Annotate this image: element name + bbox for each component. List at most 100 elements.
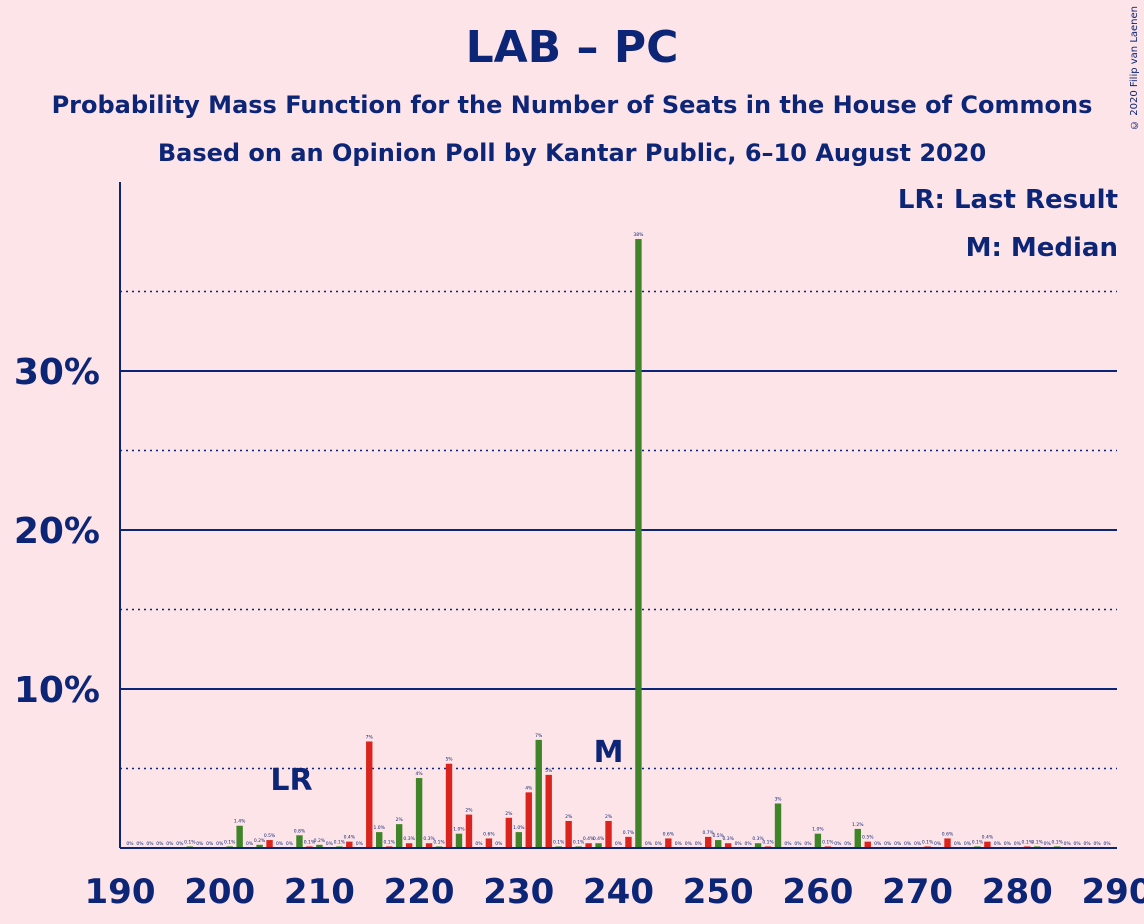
bar [256, 844, 263, 848]
x-tick-label: 270 [882, 872, 953, 912]
bar-value-label: 4% [416, 771, 424, 777]
x-tick-label: 210 [284, 872, 355, 912]
bar-value-label: 0% [844, 841, 852, 847]
bar [505, 817, 513, 848]
bar [425, 843, 433, 848]
bar [984, 841, 991, 848]
bar-value-label: 0% [206, 841, 214, 847]
bar [376, 832, 383, 848]
bar-value-label: 0.1% [184, 839, 196, 845]
bar-value-label: 1.2% [852, 822, 864, 828]
bar-value-label: 0% [1074, 841, 1082, 847]
bar-value-label: 0% [495, 841, 503, 847]
bar-value-label: 0% [156, 841, 164, 847]
bar [366, 741, 373, 848]
bar-value-label: 0% [1044, 841, 1052, 847]
y-tick-label: 30% [14, 352, 100, 393]
bar-value-label: 0% [675, 841, 683, 847]
x-tick-label: 290 [1082, 872, 1144, 912]
bar-value-label: 0% [196, 841, 204, 847]
bar-value-label: 0.3% [403, 836, 415, 842]
bar-value-label: 0% [954, 841, 962, 847]
bar-value-label: 0% [136, 841, 144, 847]
bar-value-label: 0% [1064, 841, 1072, 847]
bar [585, 843, 592, 848]
bar-value-label: 0% [276, 841, 284, 847]
bar-value-label: 0% [176, 841, 184, 847]
bar-value-label: 0% [1014, 841, 1022, 847]
bar [625, 836, 632, 848]
x-tick-label: 190 [85, 872, 156, 912]
bar-value-label: 0.1% [334, 839, 346, 845]
bar [545, 774, 552, 848]
bar-value-label: 0.1% [553, 839, 565, 845]
bar-value-label: 0% [735, 841, 743, 847]
bar-value-label: 0.1% [922, 839, 934, 845]
bar-value-label: 2% [565, 814, 573, 820]
bar [724, 843, 732, 848]
bar [715, 840, 722, 848]
bar [754, 843, 762, 848]
bar-value-label: 0% [964, 841, 972, 847]
bar [346, 841, 353, 848]
bar-value-label: 2% [396, 817, 404, 823]
bar-value-label: 0% [834, 841, 842, 847]
bar-value-label: 7% [366, 734, 374, 740]
bar-value-label: 0% [246, 841, 254, 847]
bar [814, 833, 822, 848]
bar [595, 843, 602, 848]
bar-value-label: 1.0% [812, 827, 824, 833]
bar-value-label: 0% [216, 841, 224, 847]
bar-value-label: 0% [126, 841, 134, 847]
bar [535, 739, 542, 848]
bar-value-label: 0% [884, 841, 892, 847]
bar [635, 239, 642, 848]
bar-value-label: 0% [615, 841, 623, 847]
bar-value-label: 0% [166, 841, 174, 847]
bar [485, 838, 493, 848]
bar-value-label: 0% [874, 841, 882, 847]
bar-value-label: 0.1% [1022, 839, 1034, 845]
bar-value-label: 1.4% [234, 819, 246, 825]
bar-value-label: 2% [505, 811, 513, 817]
bar-value-label: 0% [904, 841, 912, 847]
bar-value-label: 0.6% [663, 831, 675, 837]
bar-value-label: 0.2% [254, 838, 266, 844]
bar-value-label: 4% [525, 785, 533, 791]
bar-value-label: 0% [326, 841, 334, 847]
chart-subtitle: Probability Mass Function for the Number… [51, 91, 1093, 119]
bar-value-label: 0% [146, 841, 154, 847]
bar [944, 838, 951, 848]
bar [296, 835, 303, 848]
bar [515, 832, 522, 848]
x-tick-label: 230 [483, 872, 554, 912]
bar [395, 824, 403, 848]
bar-value-label: 0% [994, 841, 1002, 847]
bar [864, 841, 871, 848]
bar-value-label: 0% [655, 841, 663, 847]
bar-value-label: 0% [1103, 841, 1111, 847]
x-tick-label: 220 [384, 872, 455, 912]
bar-value-label: 0.6% [483, 831, 495, 837]
bar-value-label: 0% [475, 841, 483, 847]
bar-value-label: 38% [633, 232, 644, 238]
bar-value-label: 0.1% [1051, 839, 1063, 845]
chart-title: LAB – PC [465, 22, 679, 73]
bar-value-label: 0.4% [593, 836, 605, 842]
legend-median: M: Median [965, 233, 1118, 263]
bar-value-label: 0.1% [573, 839, 585, 845]
bar-value-label: 0% [1084, 841, 1092, 847]
bar [316, 844, 323, 848]
bar-value-label: 0% [914, 841, 922, 847]
bar-value-label: 0.1% [224, 839, 236, 845]
bar-value-label: 0% [1093, 841, 1101, 847]
bar-value-label: 1.0% [453, 827, 465, 833]
bar-value-label: 7% [535, 733, 543, 739]
last-result-marker: LR [270, 763, 312, 798]
bar-value-label: 0% [356, 841, 364, 847]
bar [565, 820, 572, 848]
bar [405, 843, 413, 848]
bar-value-label: 0.1% [304, 839, 316, 845]
bar [605, 820, 612, 848]
